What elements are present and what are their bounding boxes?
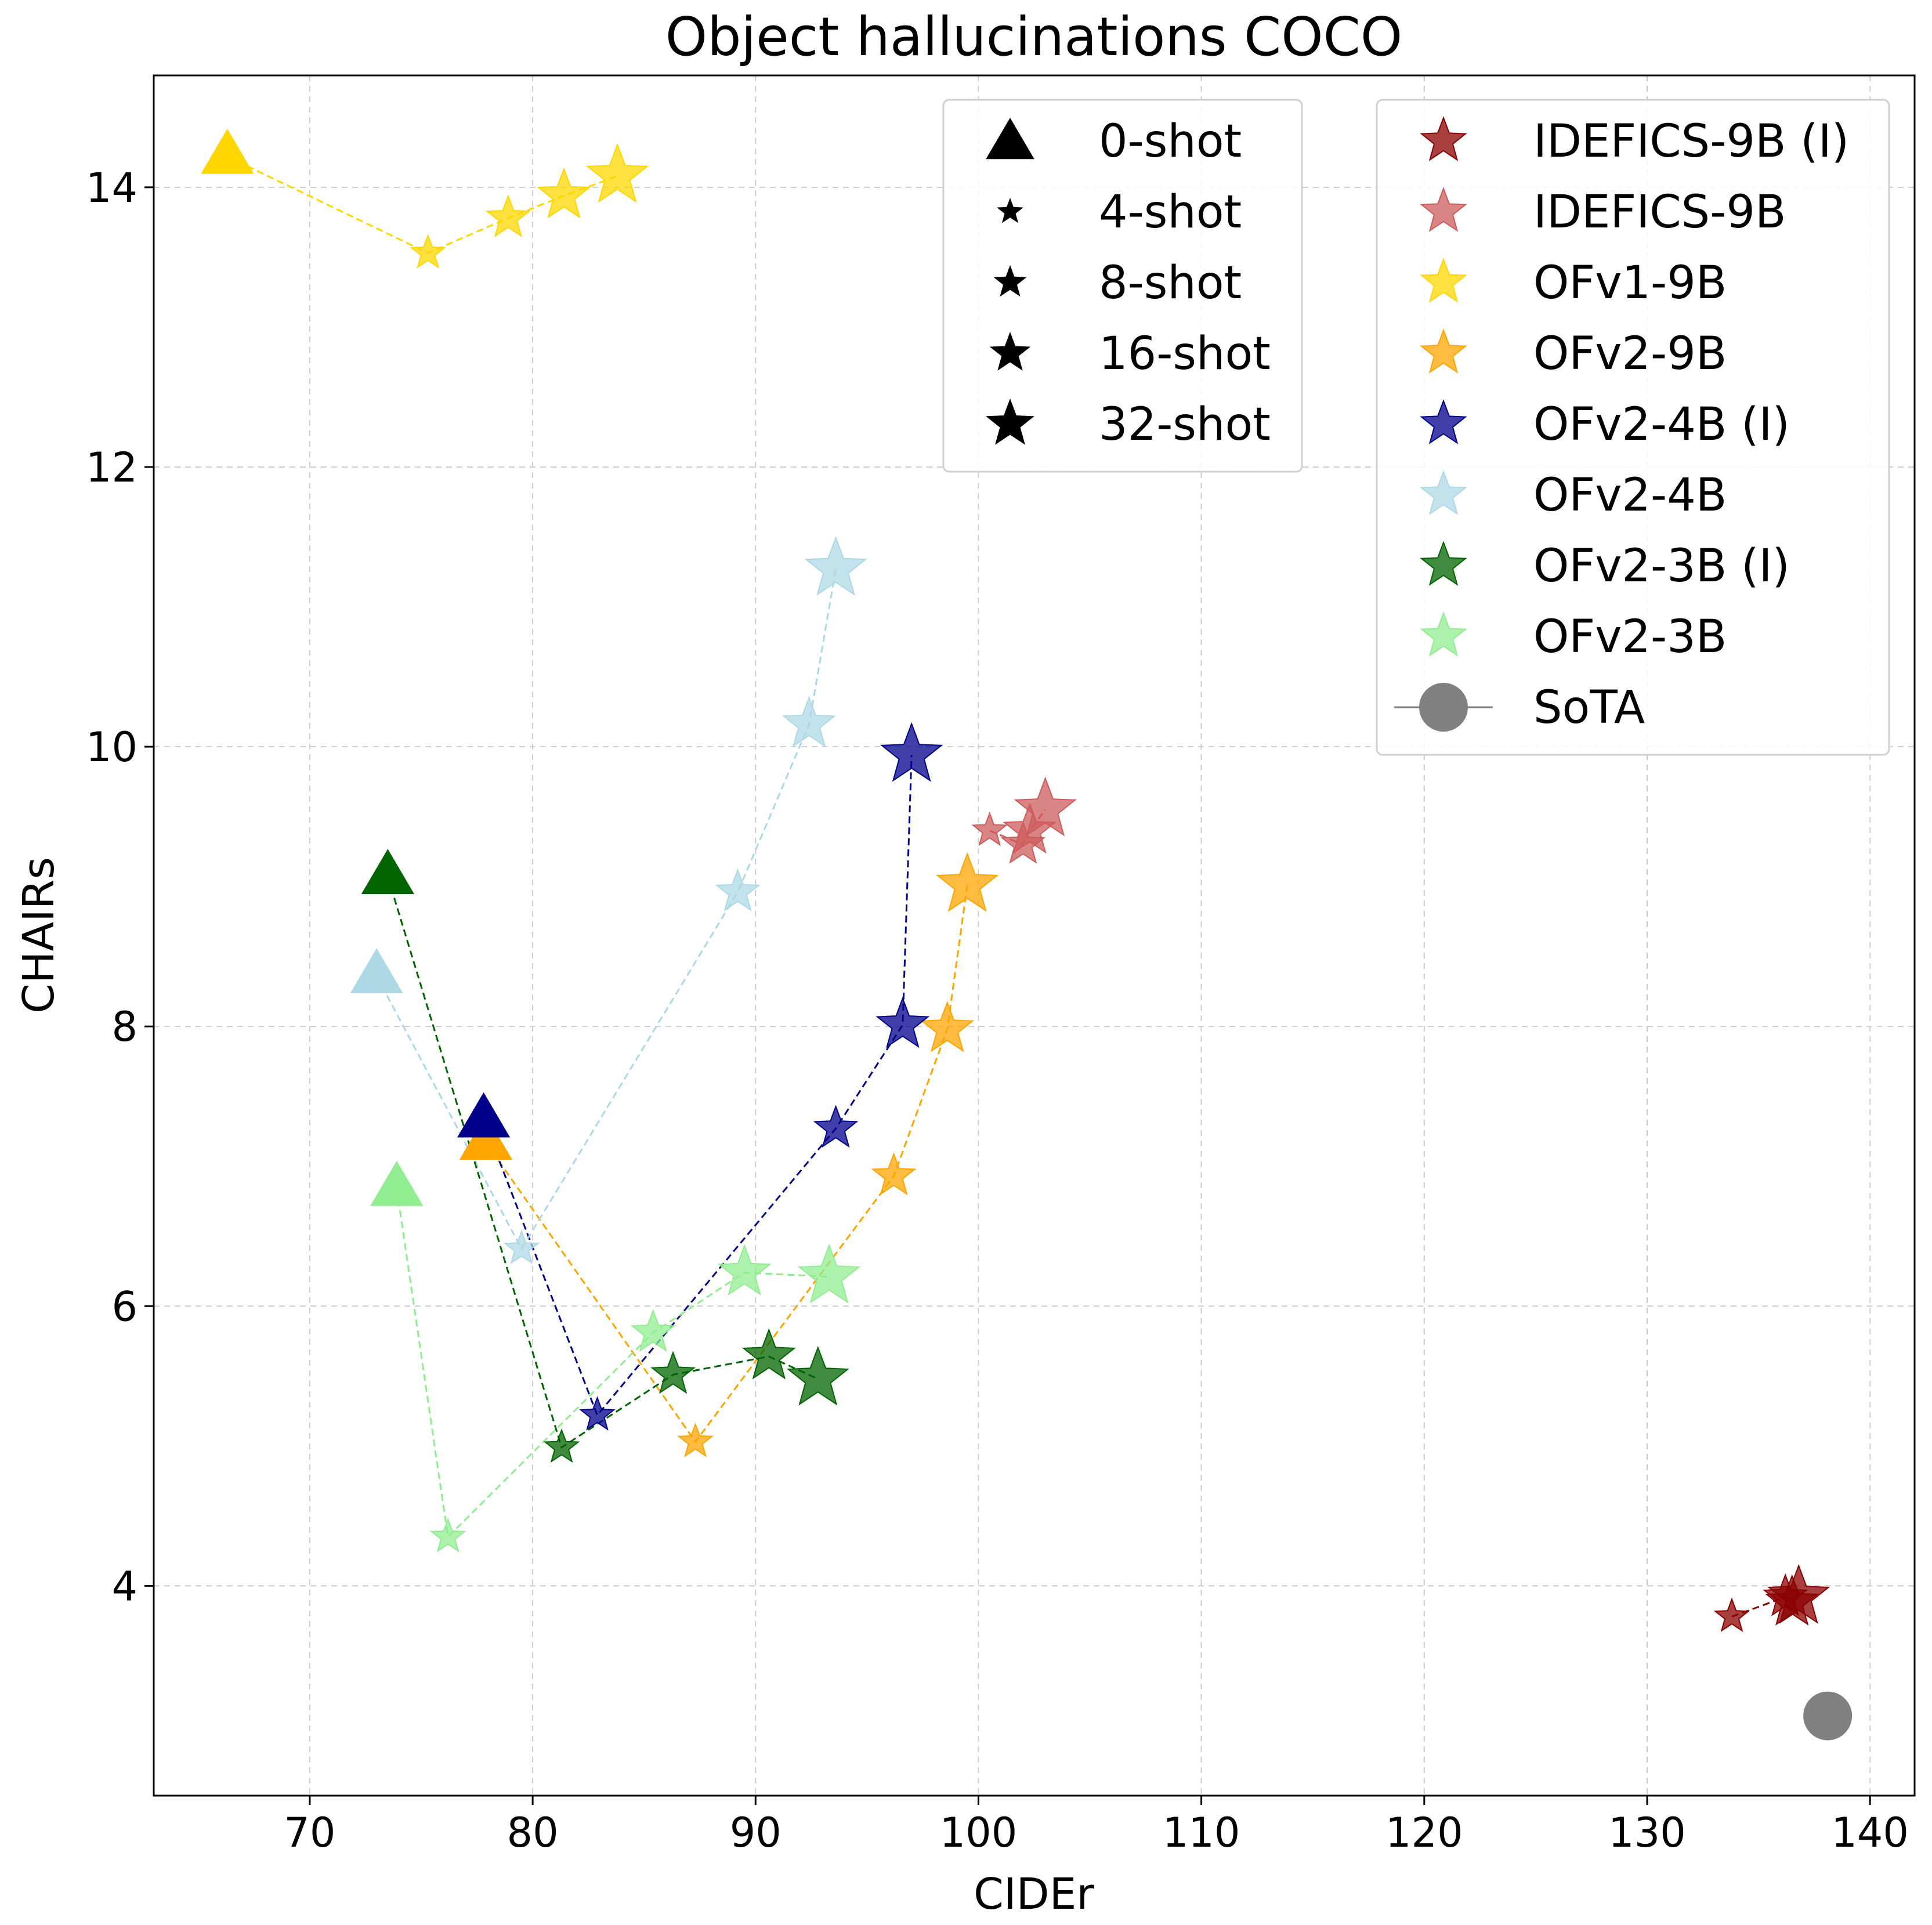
star-point	[650, 1351, 696, 1394]
star-point	[503, 1229, 540, 1264]
plot-frame	[153, 74, 1916, 1797]
shot-legend-label: 4-shot	[1099, 186, 1242, 238]
y-tick-label: 6	[111, 1283, 138, 1330]
x-tick-label: 80	[507, 1809, 559, 1857]
x-tick-label: 130	[1608, 1809, 1686, 1857]
y-tick-label: 8	[111, 1003, 138, 1051]
zero-shot-triangle	[350, 948, 403, 994]
ticks-layer: 70 80 90 100 110 120 130 140 4 6 8 10 12 14	[86, 164, 1909, 1857]
model-legend-label: IDEFICS-9B (I)	[1533, 115, 1849, 168]
legend-circle-icon	[1419, 683, 1468, 732]
star-point	[485, 194, 531, 237]
star-point	[871, 1152, 917, 1196]
x-tick-label: 120	[1385, 1809, 1463, 1857]
model-legend-label: IDEFICS-9B	[1533, 186, 1786, 238]
shot-legend: 0-shot 4-shot 8-shot 16-shot 32-shot	[942, 99, 1303, 473]
star-point	[804, 536, 867, 596]
model-legend-label: OFv1-9B	[1533, 257, 1727, 309]
star-point	[786, 1345, 849, 1406]
model-legend-label: OFv2-3B (I)	[1533, 540, 1790, 592]
legend-star-icon	[1420, 611, 1467, 657]
star-point	[880, 722, 943, 782]
shot-legend-label: 16-shot	[1099, 328, 1271, 380]
star-point	[537, 167, 591, 219]
sota-point	[1803, 1691, 1853, 1741]
zero-shot-triangle	[457, 1092, 511, 1138]
x-tick-label: 90	[730, 1809, 782, 1857]
chart-title: Object hallucinations COCO	[665, 6, 1403, 68]
legend-triangle-icon	[986, 118, 1034, 160]
star-point	[1014, 776, 1077, 837]
star-point	[936, 852, 999, 912]
x-tick-label: 140	[1831, 1809, 1909, 1857]
model-legend-label: OFv2-4B (I)	[1533, 399, 1790, 451]
x-tick-label: 70	[284, 1809, 335, 1857]
star-point	[579, 1396, 616, 1431]
model-legend-label: SoTA	[1533, 682, 1645, 734]
x-axis-label: CIDEr	[974, 1869, 1094, 1919]
star-point	[741, 1328, 796, 1380]
legend-star-icon	[1420, 187, 1467, 232]
model-legend-label: OFv2-4B	[1533, 469, 1727, 522]
legend-star-icon	[1420, 470, 1467, 515]
legend-star-icon	[1420, 541, 1467, 586]
x-tick-label: 110	[1163, 1809, 1240, 1857]
legend-star-icon	[989, 332, 1031, 371]
y-tick-label: 4	[111, 1562, 138, 1610]
star-point	[410, 234, 446, 269]
star-point	[677, 1423, 714, 1457]
model-legend: IDEFICS-9B (I) IDEFICS-9B OFv1-9B OFv2-9B OF…	[1376, 99, 1890, 756]
star-point	[782, 696, 836, 748]
series-marks-layer	[201, 128, 1853, 1741]
star-point	[429, 1518, 466, 1553]
star-point	[875, 996, 930, 1048]
star-point	[1767, 1564, 1830, 1624]
legend-star-icon	[1420, 328, 1467, 374]
y-tick-label: 10	[86, 723, 138, 771]
star-point	[585, 143, 649, 203]
star-point	[797, 1243, 861, 1304]
star-point	[920, 1001, 975, 1052]
star-point	[715, 868, 761, 911]
shot-legend-label: 32-shot	[1099, 399, 1271, 451]
series-line	[375, 569, 837, 1251]
model-legend-label: OFv2-9B	[1533, 328, 1727, 380]
y-tick-label: 12	[86, 444, 138, 491]
legend-star-icon	[1420, 399, 1467, 444]
star-point	[717, 1244, 772, 1296]
star-point	[543, 1428, 580, 1463]
star-point	[630, 1309, 676, 1352]
zero-shot-triangle	[370, 1160, 424, 1206]
zero-shot-triangle	[361, 849, 414, 895]
shot-legend-label: 8-shot	[1099, 257, 1242, 309]
y-axis-label: CHAIRs	[14, 857, 64, 1014]
shot-legend-label: 0-shot	[1099, 115, 1242, 168]
star-point	[971, 811, 1008, 846]
shot-legend-frame	[942, 99, 1303, 473]
legend-star-icon	[1420, 258, 1467, 303]
star-point	[1713, 1597, 1750, 1633]
y-tick-label: 14	[86, 164, 138, 212]
legend-star-icon	[986, 399, 1034, 445]
legend-star-icon	[1420, 116, 1467, 161]
model-legend-label: OFv2-3B	[1533, 611, 1727, 663]
star-point	[813, 1105, 859, 1148]
legend-star-icon	[993, 265, 1027, 297]
zero-shot-triangle	[201, 128, 254, 174]
x-tick-label: 100	[940, 1809, 1018, 1857]
model-legend-frame	[1376, 99, 1890, 756]
legend-star-icon	[997, 198, 1023, 223]
